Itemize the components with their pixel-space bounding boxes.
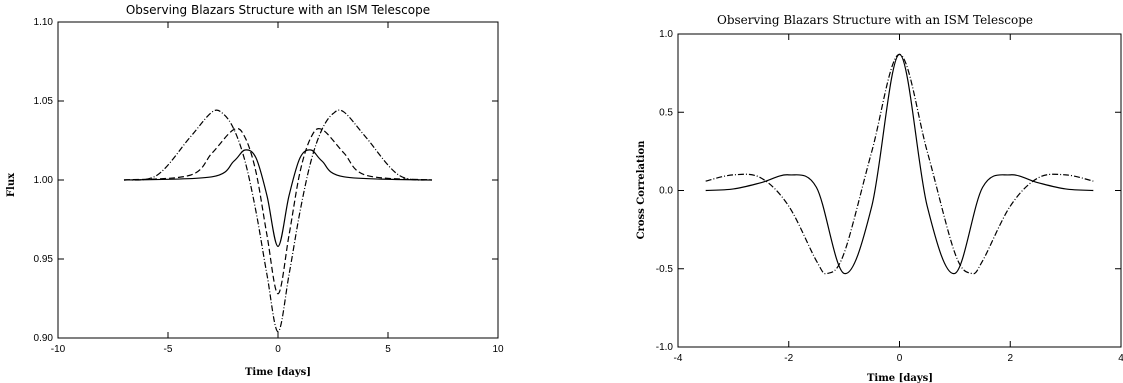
y-tick-label: 1.10 (34, 17, 54, 28)
series-line-dashdot (705, 53, 1094, 275)
y-tick-label: 0.5 (659, 107, 673, 118)
x-tick-label: 5 (385, 344, 391, 355)
series-line-dashed (123, 127, 433, 295)
y-tick-label: 0.90 (34, 333, 54, 344)
x-tick-label: 0 (275, 344, 281, 355)
x-tick-label: 4 (1118, 353, 1123, 364)
flux-chart: Observing Blazars Structure with an ISM … (6, 3, 504, 378)
series-line-dashdot (123, 109, 433, 333)
x-tick-label: 2 (1007, 353, 1013, 364)
x-tick-label: 10 (492, 344, 504, 355)
y-axis-title: Cross Correlation (636, 140, 647, 240)
y-tick-label: 1.0 (659, 29, 673, 40)
y-axis-title: Flux (6, 172, 17, 197)
x-tick-label: -10 (51, 344, 66, 355)
chart-title: Observing Blazars Structure with an ISM … (717, 13, 1033, 27)
tick-group: -10 -5 0 5 10 0.90 0.95 1.00 1.05 1.10 (34, 17, 504, 355)
y-tick-label: 0.0 (659, 186, 673, 197)
series-group (705, 53, 1094, 275)
cross-correlation-chart: Observing Blazars Structure with an ISM … (636, 13, 1123, 383)
plot-frame (677, 33, 1122, 348)
y-tick-label: 0.95 (34, 254, 54, 265)
x-tick-label: 0 (897, 353, 903, 364)
y-tick-label: -0.5 (656, 264, 674, 275)
series-group (123, 109, 433, 333)
y-tick-label: 1.00 (34, 175, 54, 186)
x-tick-label: -2 (784, 353, 793, 364)
x-tick-label: -5 (164, 344, 173, 355)
x-axis-title: Time [days] (867, 373, 933, 383)
x-axis-title: Time [days] (245, 367, 311, 378)
series-line-solid (705, 53, 1094, 275)
y-tick-label: -1.0 (656, 342, 674, 353)
chart-title: Observing Blazars Structure with an ISM … (126, 3, 430, 17)
series-line-solid (123, 149, 433, 247)
tick-group: -4 -2 0 2 4 -1.0 -0.5 0.0 0.5 1.0 (656, 29, 1123, 364)
x-tick-label: -4 (674, 353, 683, 364)
y-tick-label: 1.05 (34, 96, 54, 107)
